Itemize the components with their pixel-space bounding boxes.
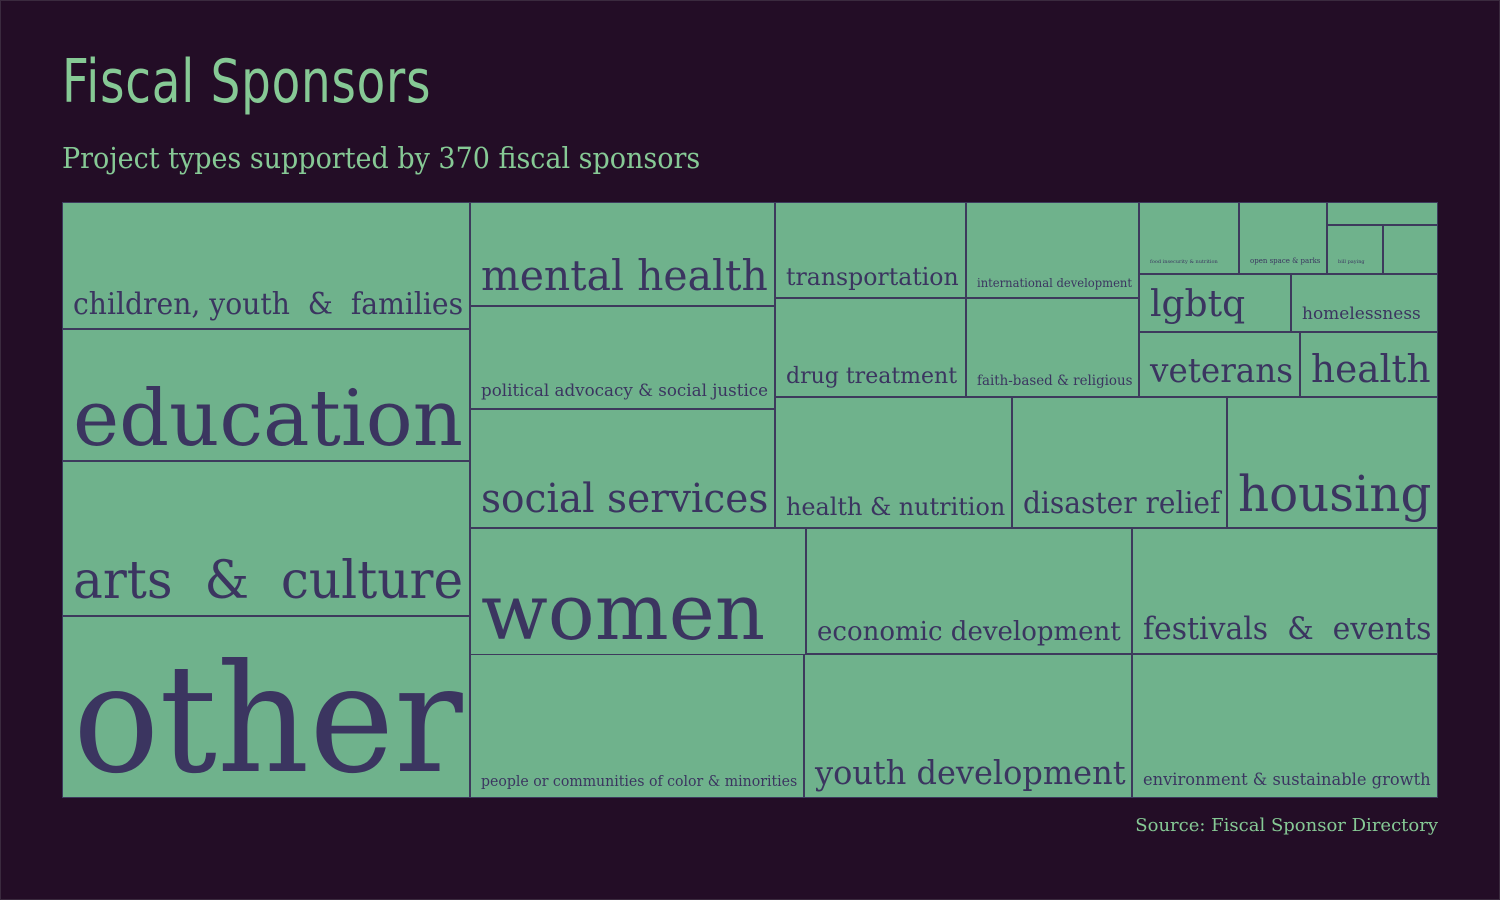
chart-title: Fiscal Sponsors <box>62 47 432 117</box>
treemap-cell: disaster relief <box>1012 397 1227 528</box>
treemap-cell-label: festivals & events <box>1143 611 1432 647</box>
treemap-cell-label: bill paying <box>1338 259 1365 265</box>
treemap-cell-label: youth development <box>815 753 1126 792</box>
treemap-cell-label: economic development <box>817 617 1121 647</box>
treemap-cell-label: disaster relief <box>1023 486 1221 521</box>
chart-subtitle: Project types supported by 370 fiscal sp… <box>62 141 701 175</box>
treemap-cell-label: people or communities of color & minorit… <box>481 772 798 790</box>
treemap-cell: open space & parks <box>1239 202 1327 274</box>
treemap-cell-label: open space & parks <box>1250 257 1321 265</box>
treemap-cell: international development <box>966 202 1139 298</box>
treemap-cell: education <box>62 329 470 461</box>
treemap-cell: bill paying <box>1327 225 1383 274</box>
treemap-cell-label: women <box>481 568 766 655</box>
treemap-cell-label: children, youth & families <box>73 287 464 322</box>
treemap-cell-label: arts & culture <box>73 551 464 611</box>
treemap-cell: drug treatment <box>775 298 966 397</box>
treemap-cell: housing <box>1227 397 1438 528</box>
treemap-cell: arts & culture <box>62 461 470 616</box>
treemap-cell-label: food insecurity & nutrition <box>1150 259 1218 265</box>
treemap-cell <box>1383 225 1438 274</box>
treemap-cell-label: health & nutrition <box>786 493 1006 521</box>
source-note: Source: Fiscal Sponsor Directory <box>1135 815 1438 836</box>
treemap-cell: food insecurity & nutrition <box>1139 202 1239 274</box>
treemap: other education arts & culture children, yo… <box>62 202 1438 798</box>
treemap-cell: mental health <box>470 202 775 306</box>
treemap-cell <box>1327 202 1438 225</box>
treemap-cell-label: mental health <box>481 251 768 300</box>
treemap-cell-label: social services <box>481 476 769 522</box>
treemap-cell-label: lgbtq <box>1150 284 1246 325</box>
treemap-cell: other <box>62 616 470 798</box>
treemap-cell: health <box>1300 332 1438 397</box>
treemap-cell-label: environment & sustainable growth <box>1143 770 1431 790</box>
treemap-cell-label: drug treatment <box>786 364 958 389</box>
treemap-cell-label: transportation <box>786 263 959 291</box>
treemap-cell-label: veterans <box>1150 351 1294 391</box>
treemap-cell-label: education <box>73 374 463 461</box>
treemap-cell: veterans <box>1139 332 1300 397</box>
treemap-cell: women <box>470 528 806 655</box>
treemap-cell-label: health <box>1311 347 1431 391</box>
treemap-cell: children, youth & families <box>62 202 470 329</box>
treemap-cell: festivals & events <box>1132 528 1438 654</box>
treemap-cell: homelessness <box>1291 274 1438 332</box>
treemap-cell-label: faith-based & religious <box>977 373 1133 389</box>
treemap-cell: faith-based & religious <box>966 298 1139 397</box>
treemap-cell: health & nutrition <box>775 397 1012 528</box>
treemap-cell: youth development <box>804 654 1132 798</box>
treemap-cell: people or communities of color & minorit… <box>470 654 804 798</box>
treemap-cell-label: international development <box>977 276 1133 290</box>
treemap-cell-label: political advocacy & social justice <box>481 381 769 401</box>
treemap-cell: social services <box>470 409 775 528</box>
treemap-cell-label: other <box>73 633 463 798</box>
treemap-cell: lgbtq <box>1139 274 1291 332</box>
treemap-cell-label: housing <box>1238 465 1432 523</box>
treemap-cell: transportation <box>775 202 966 298</box>
treemap-cell: environment & sustainable growth <box>1132 654 1438 798</box>
treemap-cell: economic development <box>806 528 1132 654</box>
treemap-cell-label: homelessness <box>1302 304 1421 324</box>
treemap-cell: political advocacy & social justice <box>470 306 775 409</box>
